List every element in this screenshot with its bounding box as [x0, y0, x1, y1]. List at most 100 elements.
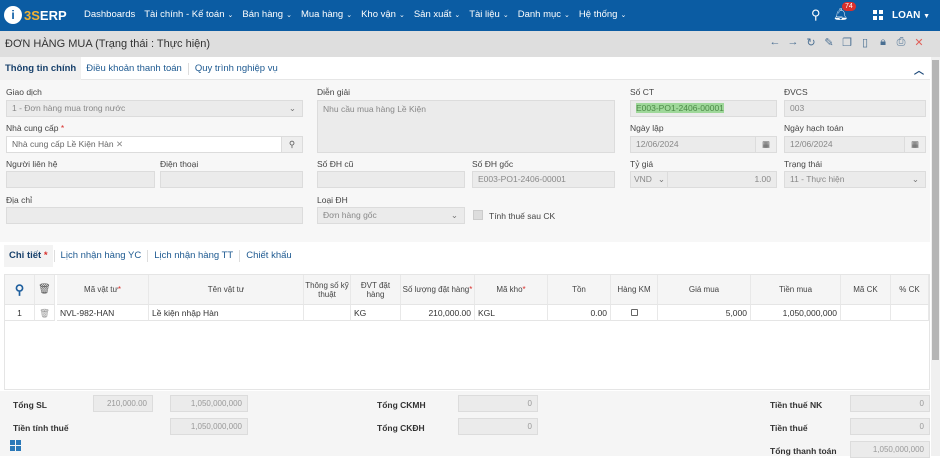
cell-tien-mua: 1,050,000,000 [782, 308, 837, 318]
so-ct-input[interactable]: E003-PO1-2406-00001 [630, 100, 777, 117]
nav-item-label: Tài liệu [469, 9, 500, 20]
arrow-right-icon[interactable]: → [787, 36, 799, 48]
column-header[interactable]: Mã kho* [475, 275, 548, 304]
arrow-left-icon[interactable]: ← [769, 36, 781, 48]
tab-chi-tiet[interactable]: Chi tiết * [4, 245, 53, 267]
table-cell[interactable]: 1,050,000,000 [751, 304, 841, 321]
nav-item-4[interactable]: Kho vận ⌄ [361, 9, 405, 20]
chevron-down-icon: ⌄ [564, 12, 570, 19]
tien-thue-nk-label: Tiền thuế NK [770, 400, 823, 410]
tien-thue-nk-value: 0 [850, 395, 930, 412]
delete-row-icon[interactable]: 🗑︎ [39, 308, 50, 318]
column-header[interactable]: Giá mua [658, 275, 751, 304]
search-icon[interactable]: ⚲ [811, 7, 821, 22]
copy-icon[interactable]: ❐ [842, 37, 852, 49]
loai-dh-select[interactable]: Đơn hàng gốc ⌄ [317, 207, 465, 224]
nha-cung-cap-label-text: Nhà cung cấp [6, 123, 59, 133]
lock-icon[interactable]: 🔒︎ [880, 36, 886, 48]
column-header-label: Thông số kỹ thuật [305, 280, 349, 299]
nav-item-8[interactable]: Hệ thống ⌄ [579, 9, 626, 20]
ty-gia-input[interactable]: 1.00 [667, 171, 777, 188]
dia-chi-input[interactable] [6, 207, 303, 224]
print-icon[interactable]: ⎙ [896, 36, 906, 48]
trang-thai-select[interactable]: 11 - Thực hiện ⌄ [784, 171, 926, 188]
table-cell[interactable]: 0.00 [548, 304, 611, 321]
column-header[interactable]: Mã vật tư* [57, 275, 149, 304]
refresh-icon[interactable]: ↻ [806, 37, 816, 49]
close-icon[interactable]: ✕ [914, 37, 924, 49]
nav-item-label: Dashboards [84, 9, 136, 20]
tab-quy-trinh-nghiep-vu[interactable]: Quy trình nghiệp vụ [194, 63, 278, 74]
tab-thong-tin-chinh[interactable]: Thông tin chính [0, 57, 82, 80]
grid-layout-icon[interactable] [10, 440, 21, 451]
tien-tinh-thue-label: Tiền tính thuế [13, 423, 69, 433]
nav-item-1[interactable]: Tài chính - Kế toán ⌄ [144, 9, 233, 20]
dvcs-input[interactable]: 003 [784, 100, 926, 117]
dien-thoai-input[interactable] [160, 171, 303, 188]
user-menu[interactable]: LOAN ▼ [892, 10, 930, 21]
column-header[interactable]: Hàng KM [611, 275, 658, 304]
tab-lich-nhan-hang-tt[interactable]: Lịch nhận hàng TT [154, 250, 234, 261]
column-header[interactable]: Thông số kỹ thuật [304, 275, 351, 304]
column-header[interactable]: Số lượng đặt hàng* [401, 275, 475, 304]
tab-chiet-khau[interactable]: Chiết khấu [246, 250, 292, 261]
nha-cung-cap-input[interactable]: Nhà cung cấp Lề Kiện Hàn ✕ ⚲ [6, 136, 303, 153]
tinh-thue-checkbox[interactable] [473, 210, 483, 220]
calendar-icon[interactable]: ▦ [755, 137, 776, 152]
table-cell[interactable]: 5,000 [658, 304, 751, 321]
nav-item-2[interactable]: Bán hàng ⌄ [242, 9, 292, 20]
ngay-lap-input[interactable]: 12/06/2024 ▦ [630, 136, 777, 153]
nav-item-0[interactable]: Dashboards [84, 9, 135, 20]
nav-item-5[interactable]: Sản xuất ⌄ [414, 9, 460, 20]
column-header[interactable]: ĐVT đặt hàng [351, 275, 401, 304]
column-header-label: Mã CK [853, 285, 878, 294]
table-cell[interactable] [611, 304, 658, 321]
table-cell[interactable]: 210,000.00 [401, 304, 475, 321]
ngay-hach-toan-value: 12/06/2024 [790, 139, 833, 149]
nav-item-6[interactable]: Tài liệu ⌄ [469, 9, 509, 20]
search-supplier-button[interactable]: ⚲ [281, 137, 302, 152]
chevron-down-icon: ⌄ [346, 12, 353, 19]
column-header-label: Tồn [572, 285, 586, 294]
giao-dich-select[interactable]: 1 - Đơn hàng mua trong nước ⌄ [6, 100, 303, 117]
table-cell[interactable] [304, 304, 351, 321]
so-dh-cu-input[interactable] [317, 171, 465, 188]
column-header[interactable]: Tên vật tư [149, 275, 304, 304]
nav-item-3[interactable]: Mua hàng ⌄ [301, 9, 352, 20]
table-cell[interactable]: NVL-982-HAN [57, 304, 149, 321]
table-cell[interactable]: KG [351, 304, 401, 321]
table-cell[interactable] [891, 304, 929, 321]
divider [147, 250, 149, 262]
search-icon[interactable]: ⚲ [14, 282, 25, 297]
nav-item-label: Mua hàng [300, 9, 344, 20]
edit-icon[interactable]: ✎ [824, 37, 834, 49]
hang-km-checkbox[interactable] [630, 309, 638, 316]
tab-lich-nhan-hang-yc[interactable]: Lịch nhận hàng YC [60, 250, 142, 261]
column-header[interactable]: Tồn [548, 275, 611, 304]
nha-cung-cap-tag: Nhà cung cấp Lề Kiện Hàn [12, 139, 114, 149]
remove-tag-icon[interactable]: ✕ [115, 139, 124, 149]
table-cell[interactable] [841, 304, 891, 321]
logo[interactable]: i 3SERP [4, 6, 67, 24]
dia-chi-label: Địa chỉ [6, 195, 32, 205]
scrollbar-thumb[interactable] [932, 60, 939, 360]
trash-icon[interactable]: 🗑︎ [38, 284, 51, 295]
currency-select[interactable]: VND ⌄ [630, 171, 668, 188]
ngay-hach-toan-input[interactable]: 12/06/2024 ▦ [784, 136, 926, 153]
collapse-chevron-up-icon[interactable]: ︿ [914, 66, 924, 77]
apps-grid-icon[interactable] [873, 10, 883, 20]
table-cell[interactable]: KGL [475, 304, 548, 321]
column-header[interactable]: % CK [891, 275, 929, 304]
so-dh-goc-input[interactable]: E003-PO1-2406-00001 [472, 171, 615, 188]
so-dh-goc-label: Số ĐH gốc [472, 159, 514, 169]
calendar-icon[interactable]: ▦ [904, 137, 925, 152]
table-cell[interactable]: Lề kiện nhập Hàn [149, 304, 304, 321]
column-header[interactable]: Tiền mua [751, 275, 841, 304]
column-header[interactable]: Mã CK [841, 275, 891, 304]
file-icon[interactable]: ▯ [861, 37, 869, 49]
nav-item-7[interactable]: Danh mục ⌄ [518, 9, 570, 20]
chevron-down-icon: ⌄ [227, 12, 234, 19]
nguoi-lien-he-input[interactable] [6, 171, 155, 188]
dien-giai-textarea[interactable]: Nhu cầu mua hàng Lề Kiện [317, 100, 615, 153]
tab-dieu-khoan-thanh-toan[interactable]: Điều khoản thanh toán [86, 63, 182, 74]
